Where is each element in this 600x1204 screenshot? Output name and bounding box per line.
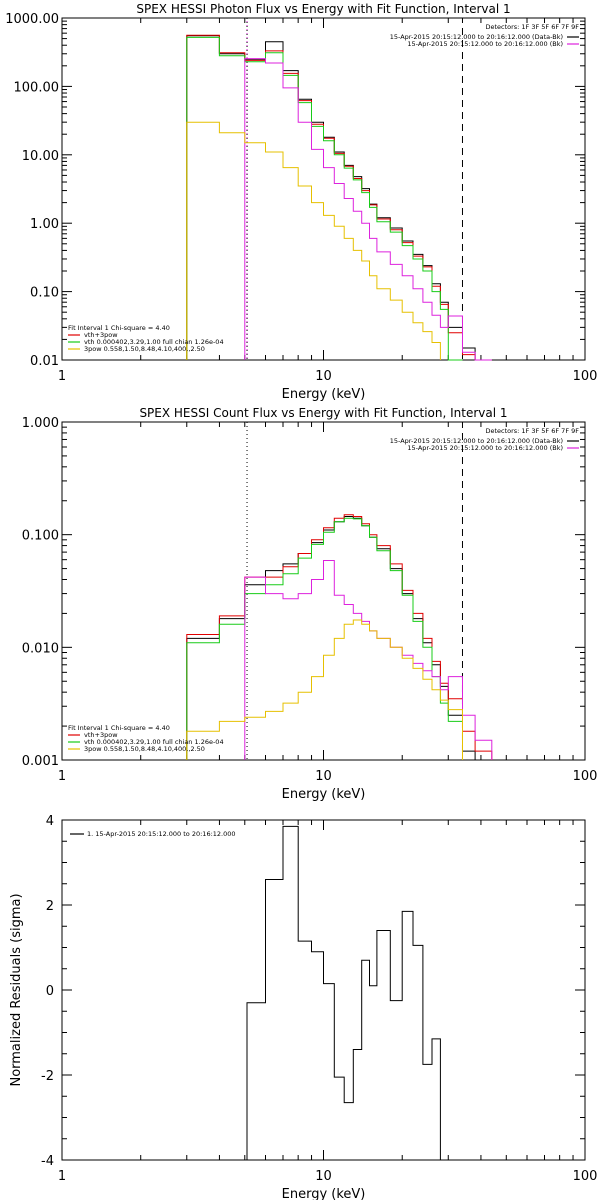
plot-frame (61, 17, 586, 361)
y-tick-label: 1000.00 (5, 12, 59, 27)
y-tick-label: 0.001 (22, 754, 59, 769)
x-tick-label: 100 (573, 1169, 598, 1184)
x-tick-label: 1 (58, 1169, 66, 1184)
series-line-2 (186, 34, 492, 361)
legend-entry: 3pow 0.558,1.50,8.48,4.10,400.,2.50 (84, 745, 205, 753)
series-line-1 (186, 35, 492, 361)
legend-header: Detectors: 1F 3F 5F 6F 7F 9F (485, 23, 579, 31)
legend-header: Detectors: 1F 3F 5F 6F 7F 9F (485, 427, 579, 435)
legend-entry: 15-Apr-2015 20:15:12.000 to 20:16:12.000… (407, 444, 563, 452)
legend-entry: Fit Interval 1 Chi-square = 4.40 (68, 324, 170, 332)
x-tick-label: 100 (573, 369, 598, 384)
x-axis-ticks (61, 422, 574, 760)
y-tick-label: 0.100 (22, 529, 59, 544)
legend: Detectors: 1F 3F 5F 6F 7F 9F 15-Apr-2015 … (68, 427, 579, 753)
y-axis-ticks (62, 426, 585, 761)
chart-panel-2: SPEX HESSI Count Flux vs Energy with Fit… (22, 406, 598, 802)
x-tick-label: 1 (58, 369, 66, 384)
series-line-3 (186, 36, 463, 361)
y-axis-ticks (62, 819, 585, 1161)
legend-entry: vth+3pow (84, 731, 118, 739)
series-line-2 (186, 514, 493, 760)
x-tick-label: 10 (315, 369, 332, 384)
x-tick-label: 10 (315, 1169, 332, 1184)
series-line-4 (244, 560, 493, 760)
legend-entry: 15-Apr-2015 20:15:12.000 to 20:16:12.000… (390, 437, 563, 445)
data-series (186, 514, 493, 761)
legend-entry: 1. 15-Apr-2015 20:15:12.000 to 20:16:12.… (87, 830, 236, 838)
x-axis-label: Energy (keV) (282, 387, 366, 402)
y-tick-label: 1.00 (30, 217, 59, 232)
y-tick-label: 0.010 (22, 641, 59, 656)
y-tick-label: 0 (46, 984, 54, 999)
legend-entry: 15-Apr-2015 20:15:12.000 to 20:16:12.000… (407, 40, 563, 48)
y-tick-label: 2 (46, 899, 54, 914)
x-tick-label: 1 (58, 769, 66, 784)
x-axis-ticks (61, 820, 574, 1160)
x-tick-label: 100 (573, 769, 598, 784)
plot-frame (61, 819, 586, 1161)
chart-title: SPEX HESSI Photon Flux vs Energy with Fi… (136, 2, 510, 16)
y-axis-label: Normalized Residuals (sigma) (9, 893, 24, 1086)
legend-entry: 3pow 0.558,1.50,8.48,4.10,400.,2.50 (84, 345, 205, 353)
x-tick-label: 10 (315, 769, 332, 784)
legend: Detectors: 1F 3F 5F 6F 7F 9F 15-Apr-2015 … (68, 23, 579, 353)
series-line-3 (186, 517, 463, 760)
data-series (186, 34, 492, 361)
y-tick-label: 0.01 (30, 354, 59, 369)
series-line-1 (246, 825, 441, 1160)
legend-entry: Fit Interval 1 Chi-square = 4.40 (68, 724, 170, 732)
plot-frame (61, 421, 586, 761)
y-tick-label: 0.10 (30, 286, 59, 301)
y-tick-label: 10.00 (22, 149, 59, 164)
x-axis-label: Energy (keV) (282, 1187, 366, 1200)
x-axis-ticks (61, 18, 574, 360)
y-tick-label: -4 (41, 1154, 54, 1169)
chart-title: SPEX HESSI Count Flux vs Energy with Fit… (139, 406, 507, 420)
legend-entry: vth 0.000402,3.29,1.00 full chian 1.26e-… (84, 738, 224, 746)
legend-entry: 15-Apr-2015 20:15:12.000 to 20:16:12.000… (390, 33, 563, 41)
y-axis-ticks (62, 20, 585, 361)
legend-entry: vth 0.000402,3.29,1.00 full chian 1.26e-… (84, 338, 224, 346)
x-axis-label: Energy (keV) (282, 787, 366, 802)
legend: 1. 15-Apr-2015 20:15:12.000 to 20:16:12.… (70, 830, 236, 838)
y-tick-label: 4 (46, 814, 54, 829)
y-tick-label: 1.000 (22, 416, 59, 431)
series-line-5 (186, 619, 463, 760)
series-line-4 (244, 58, 492, 361)
legend-entry: vth+3pow (84, 331, 118, 339)
series-line-5 (186, 121, 441, 360)
data-series (246, 825, 441, 1160)
chart-panel-1: SPEX HESSI Photon Flux vs Energy with Fi… (5, 2, 597, 402)
y-tick-label: 100.00 (14, 80, 60, 95)
y-tick-label: -2 (41, 1069, 54, 1084)
chart-panel-3: 1 10 100 Energy (keV) -4 -2 0 2 4 Normalized Resi… (9, 814, 598, 1202)
